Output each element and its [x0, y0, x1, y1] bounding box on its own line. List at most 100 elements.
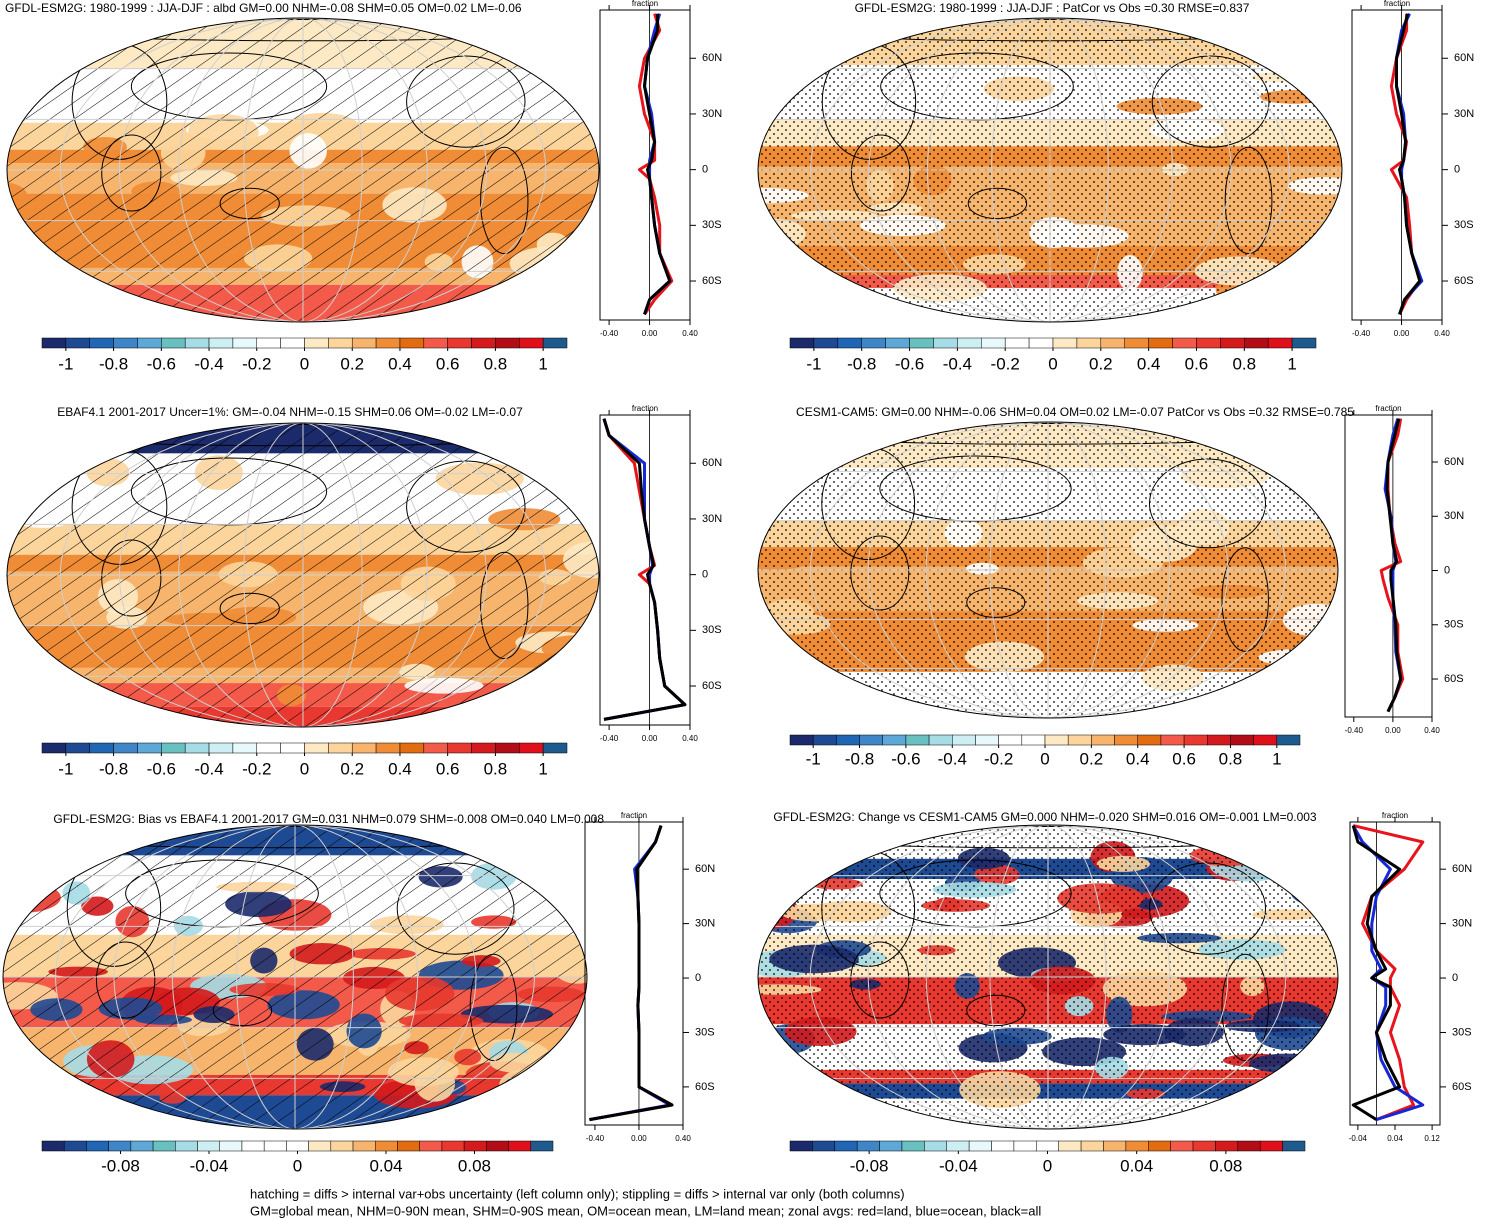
- colorbar-box: [1067, 734, 1092, 746]
- meridian: [925, 825, 1171, 1129]
- colorbar-box: [952, 734, 976, 746]
- colorbar-box: [471, 337, 496, 349]
- colorbar-label: -0.6: [147, 759, 176, 778]
- colorbar-label: -0.2: [242, 759, 271, 778]
- colorbar-box: [351, 742, 377, 754]
- colorbar-label: 0.04: [369, 1156, 402, 1175]
- map-border: [6, 422, 600, 728]
- value-tick-label: 0.40: [1434, 329, 1450, 338]
- colorbar-box: [375, 337, 401, 349]
- map-border: [2, 824, 588, 1130]
- colorbar-box: [65, 337, 90, 349]
- colorbar-box: [197, 1140, 220, 1152]
- value-tick-label: -0.04: [1349, 1134, 1368, 1143]
- zonal-line: [1351, 825, 1402, 1121]
- colorbar-box: [1114, 734, 1138, 746]
- value-tick-label: 0.00: [631, 1134, 647, 1143]
- colorbar-label: 0: [1040, 749, 1049, 768]
- colorbar-box: [991, 1140, 1015, 1152]
- colorbar-box: [375, 742, 401, 754]
- colorbar-label: -1: [806, 749, 821, 768]
- colorbar-label: -0.4: [938, 749, 967, 768]
- colorbar-box: [1021, 734, 1046, 746]
- colorbar-label: 1: [1272, 749, 1281, 768]
- colorbar-box: [486, 1140, 509, 1152]
- colorbar-box: [933, 337, 958, 349]
- colorbar-box: [399, 742, 425, 754]
- colorbar-label: -0.6: [147, 354, 176, 373]
- meridian: [55, 825, 535, 1129]
- colorbar-box: [882, 734, 907, 746]
- colorbar-label: -0.08: [101, 1156, 140, 1175]
- colorbar-box: [328, 742, 353, 754]
- colorbar-box: [423, 337, 448, 349]
- colorbar-box: [975, 734, 999, 746]
- colorbar-label: 0: [300, 759, 309, 778]
- colorbar-label: 0.2: [340, 354, 364, 373]
- colorbar-box: [152, 1140, 176, 1152]
- meridian: [59, 423, 547, 727]
- lat-tick-label: 30S: [1444, 619, 1464, 631]
- colorbar-label: -0.8: [99, 354, 128, 373]
- colorbar-label: 1: [538, 354, 547, 373]
- colorbar-box: [981, 337, 1006, 349]
- value-tick-label: -0.40: [586, 1134, 605, 1143]
- colorbar-box: [1291, 337, 1317, 349]
- lat-tick-label: 60N: [702, 457, 722, 469]
- meridian: [867, 422, 1229, 718]
- value-tick-label: 0.40: [1424, 726, 1440, 735]
- colorbar-box: [789, 1140, 813, 1152]
- footnote: hatching = diffs > internal var+obs unce…: [250, 1186, 905, 1201]
- colorbar-box: [263, 1140, 287, 1152]
- colorbar-box: [1230, 734, 1254, 746]
- colorbar-box: [375, 1140, 398, 1152]
- colorbar-label: 0.4: [388, 759, 412, 778]
- colorbar-box: [308, 1140, 332, 1152]
- colorbar-label: 0.6: [1172, 749, 1196, 768]
- lat-tick-label: 0: [1452, 972, 1458, 984]
- colorbar-box: [447, 742, 472, 754]
- colorbar-box: [1080, 1140, 1104, 1152]
- colorbar-box: [89, 742, 114, 754]
- meridian: [118, 423, 488, 727]
- colorbar-box: [41, 337, 67, 349]
- colorbar-box: [423, 742, 448, 754]
- colorbar-box: [1160, 734, 1185, 746]
- colorbar-box: [280, 742, 305, 754]
- value-tick-label: 0.00: [1394, 329, 1410, 338]
- colorbar-label: 0: [300, 354, 309, 373]
- colorbar-box: [328, 337, 353, 349]
- lat-tick-label: 30N: [1454, 108, 1474, 120]
- colorbar-box: [1125, 1140, 1149, 1152]
- colorbar-box: [1196, 337, 1221, 349]
- colorbar-box: [184, 337, 210, 349]
- meridian: [809, 825, 1287, 1129]
- meridian: [171, 825, 419, 1129]
- colorbar-box: [1124, 337, 1149, 349]
- colorbar-box: [208, 742, 234, 754]
- zonal-line: [1385, 418, 1403, 713]
- meridian: [118, 18, 488, 322]
- colorbar-box: [968, 1140, 992, 1152]
- map: [3, 825, 587, 1129]
- lat-tick-label: 60S: [1452, 1081, 1472, 1093]
- colorbar-box: [89, 337, 114, 349]
- colorbar-box: [1207, 734, 1231, 746]
- zonal-line: [643, 13, 672, 315]
- colorbar-box: [280, 337, 305, 349]
- map-shading: [759, 869, 791, 881]
- colorbar-box: [137, 337, 162, 349]
- lat-tick-label: 60N: [1454, 52, 1474, 64]
- colorbar-box: [812, 734, 837, 746]
- colorbar-label: 0.04: [1120, 1156, 1153, 1175]
- colorbar-box: [789, 337, 815, 349]
- colorbar-label: 0.08: [1209, 1156, 1242, 1175]
- colorbar-label: 1: [538, 759, 547, 778]
- colorbar-box: [1091, 734, 1115, 746]
- colorbar-label: 0.4: [388, 354, 412, 373]
- colorbar-label: -1: [58, 354, 73, 373]
- lat-tick-label: 60N: [702, 52, 722, 64]
- colorbar-box: [1013, 1140, 1037, 1152]
- colorbar-box: [789, 734, 814, 746]
- panel-title: EBAF4.1 2001-2017 Uncer=1%: GM=-0.04 NHM…: [57, 405, 523, 419]
